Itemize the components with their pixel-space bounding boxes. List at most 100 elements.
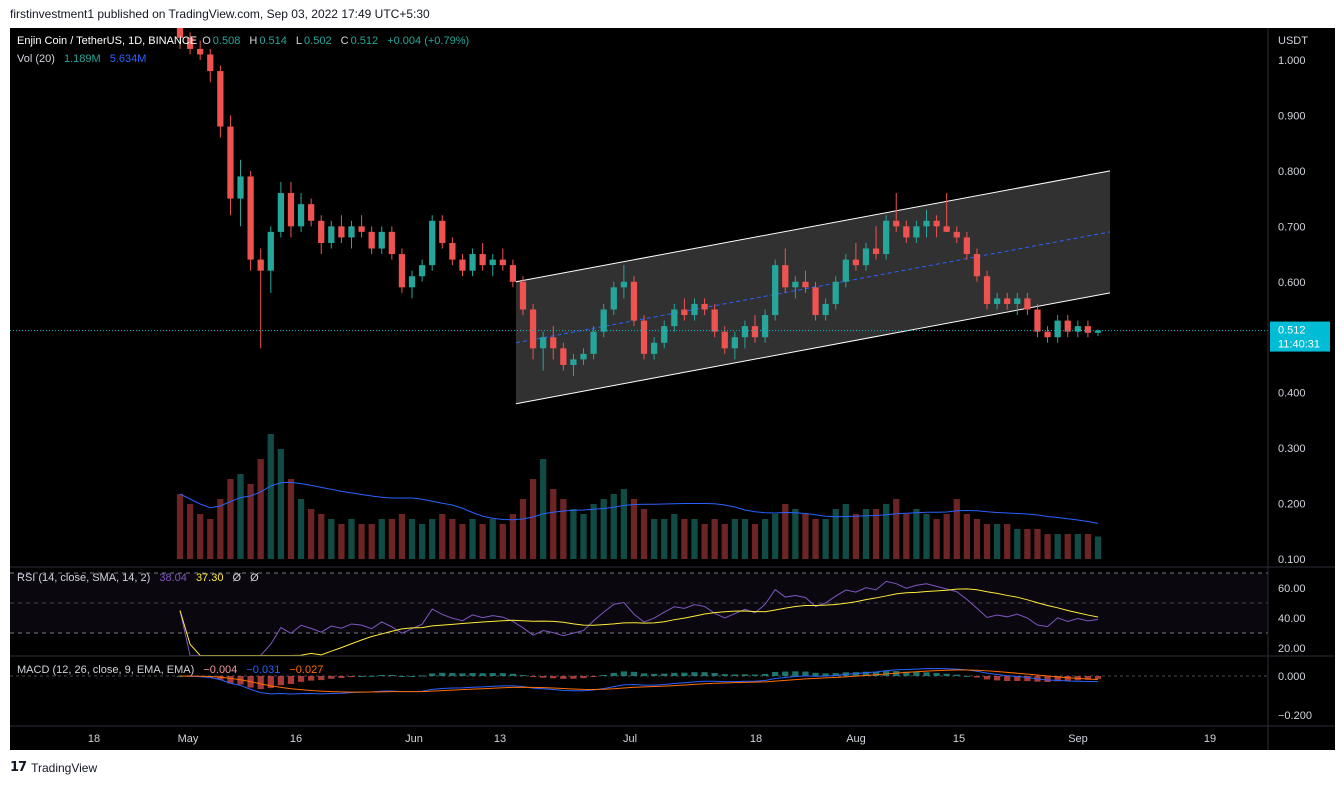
candle-body: [368, 231, 375, 249]
candle: [176, 28, 184, 49]
candle: [449, 237, 456, 266]
candle-body: [489, 259, 496, 266]
tradingview-logo[interactable]: 17 TradingView: [10, 760, 97, 775]
candle: [973, 248, 981, 282]
candle: [711, 303, 718, 338]
candle-body: [408, 276, 416, 288]
candle: [903, 220, 910, 243]
volume-bar: [590, 504, 597, 559]
volume-bar: [318, 514, 325, 559]
candle-body: [630, 281, 638, 321]
candle-body: [1074, 326, 1081, 332]
candle: [429, 215, 436, 271]
candle-body: [217, 71, 224, 127]
candle-body: [580, 353, 587, 360]
channel-upper-line: [515, 170, 1111, 283]
candle-body: [358, 226, 365, 232]
candle-body: [600, 309, 607, 332]
candle-body: [741, 326, 749, 338]
volume-bar: [822, 519, 829, 559]
candle-body: [893, 220, 900, 227]
candle-body: [338, 226, 345, 238]
macd-histogram-bar: [308, 676, 315, 681]
volume-bar: [751, 524, 759, 559]
volume-bar: [862, 509, 870, 559]
volume-legend[interactable]: Vol (20) 1.189M 5.634M: [17, 53, 148, 65]
volume-bar: [217, 499, 224, 559]
volume-ma-line: [179, 481, 1099, 524]
candle-body: [449, 242, 456, 260]
macd-histogram-bar: [963, 675, 970, 677]
candle: [560, 342, 567, 371]
candle-body: [651, 342, 658, 354]
volume-bar: [540, 459, 547, 559]
volume-bar: [408, 519, 416, 559]
candle: [368, 226, 375, 255]
candle: [993, 292, 1001, 310]
candle: [509, 259, 517, 288]
chart-canvas[interactable]: USDT1.0000.9000.8000.7000.6000.5000.4000…: [10, 28, 1335, 750]
candle-body: [529, 309, 537, 349]
volume-bar: [267, 434, 274, 559]
candle-body: [519, 281, 527, 310]
macd-histogram-bar: [681, 672, 688, 676]
parallel-channel[interactable]: [515, 170, 1111, 405]
volume-bar: [378, 519, 385, 559]
symbol-legend[interactable]: Enjin Coin / TetherUS, 1D, BINANCE O 0.50…: [17, 35, 471, 47]
volume-bar: [509, 514, 517, 559]
rsi-legend[interactable]: RSI (14, close, SMA, 14, 2) 38.04 37.30 …: [17, 572, 261, 584]
volume-bar: [600, 499, 607, 559]
volume-bar: [852, 514, 860, 559]
price-axis-tick: 0.400: [1278, 388, 1306, 400]
macd-histogram-bar: [368, 675, 375, 677]
macd-label: MACD (12, 26, close, 9, EMA, EMA): [17, 664, 195, 676]
time-axis-label: Aug: [846, 733, 866, 745]
volume-bar: [671, 514, 678, 559]
macd-histogram-bar: [318, 676, 325, 681]
macd-histogram-bar: [721, 674, 728, 676]
candle-body: [1024, 298, 1031, 310]
macd-histogram-bar: [560, 676, 567, 679]
macd-histogram-bar: [469, 673, 476, 676]
rsi-axis-tick: 40.00: [1278, 613, 1306, 625]
candle: [802, 270, 809, 293]
candle-body: [963, 237, 970, 255]
volume-bar: [620, 489, 627, 559]
candle: [933, 215, 940, 238]
macd-histogram-bar: [862, 671, 870, 676]
chart-frame[interactable]: USDT1.0000.9000.8000.7000.6000.5000.4000…: [10, 28, 1335, 750]
macd-histogram-bar: [267, 676, 274, 688]
candle: [983, 270, 991, 310]
volume-bar: [1054, 534, 1061, 559]
volume-bar: [197, 514, 204, 559]
macd-legend[interactable]: MACD (12, 26, close, 9, EMA, EMA) −0.004…: [17, 664, 325, 676]
macd-histogram-bar: [782, 671, 789, 676]
close-label: C: [340, 35, 349, 47]
candle-body: [176, 28, 184, 38]
candle: [267, 226, 274, 293]
volume-bar: [913, 509, 920, 559]
candle-body: [459, 259, 466, 271]
volume-bar: [368, 524, 375, 559]
volume-bar: [1084, 534, 1092, 559]
candle: [1034, 303, 1041, 338]
macd-histogram-bar: [388, 674, 395, 676]
candle: [328, 220, 335, 249]
candle: [247, 170, 254, 271]
candle-body: [550, 337, 557, 349]
volume-bar: [792, 509, 799, 559]
candle: [237, 159, 244, 227]
candle-body: [903, 226, 910, 238]
candle-body: [993, 298, 1001, 304]
volume-bar: [429, 519, 436, 559]
volume-bar: [953, 499, 960, 559]
volume-bar: [772, 514, 779, 559]
volume-bar: [358, 524, 365, 559]
candle: [277, 181, 285, 238]
candle-body: [227, 126, 234, 199]
volume-bar: [893, 499, 900, 559]
price-axis-tick: 0.600: [1278, 277, 1306, 289]
candle-body: [943, 226, 950, 232]
candle-body: [1044, 331, 1051, 338]
macd-histogram-bar: [792, 671, 799, 676]
